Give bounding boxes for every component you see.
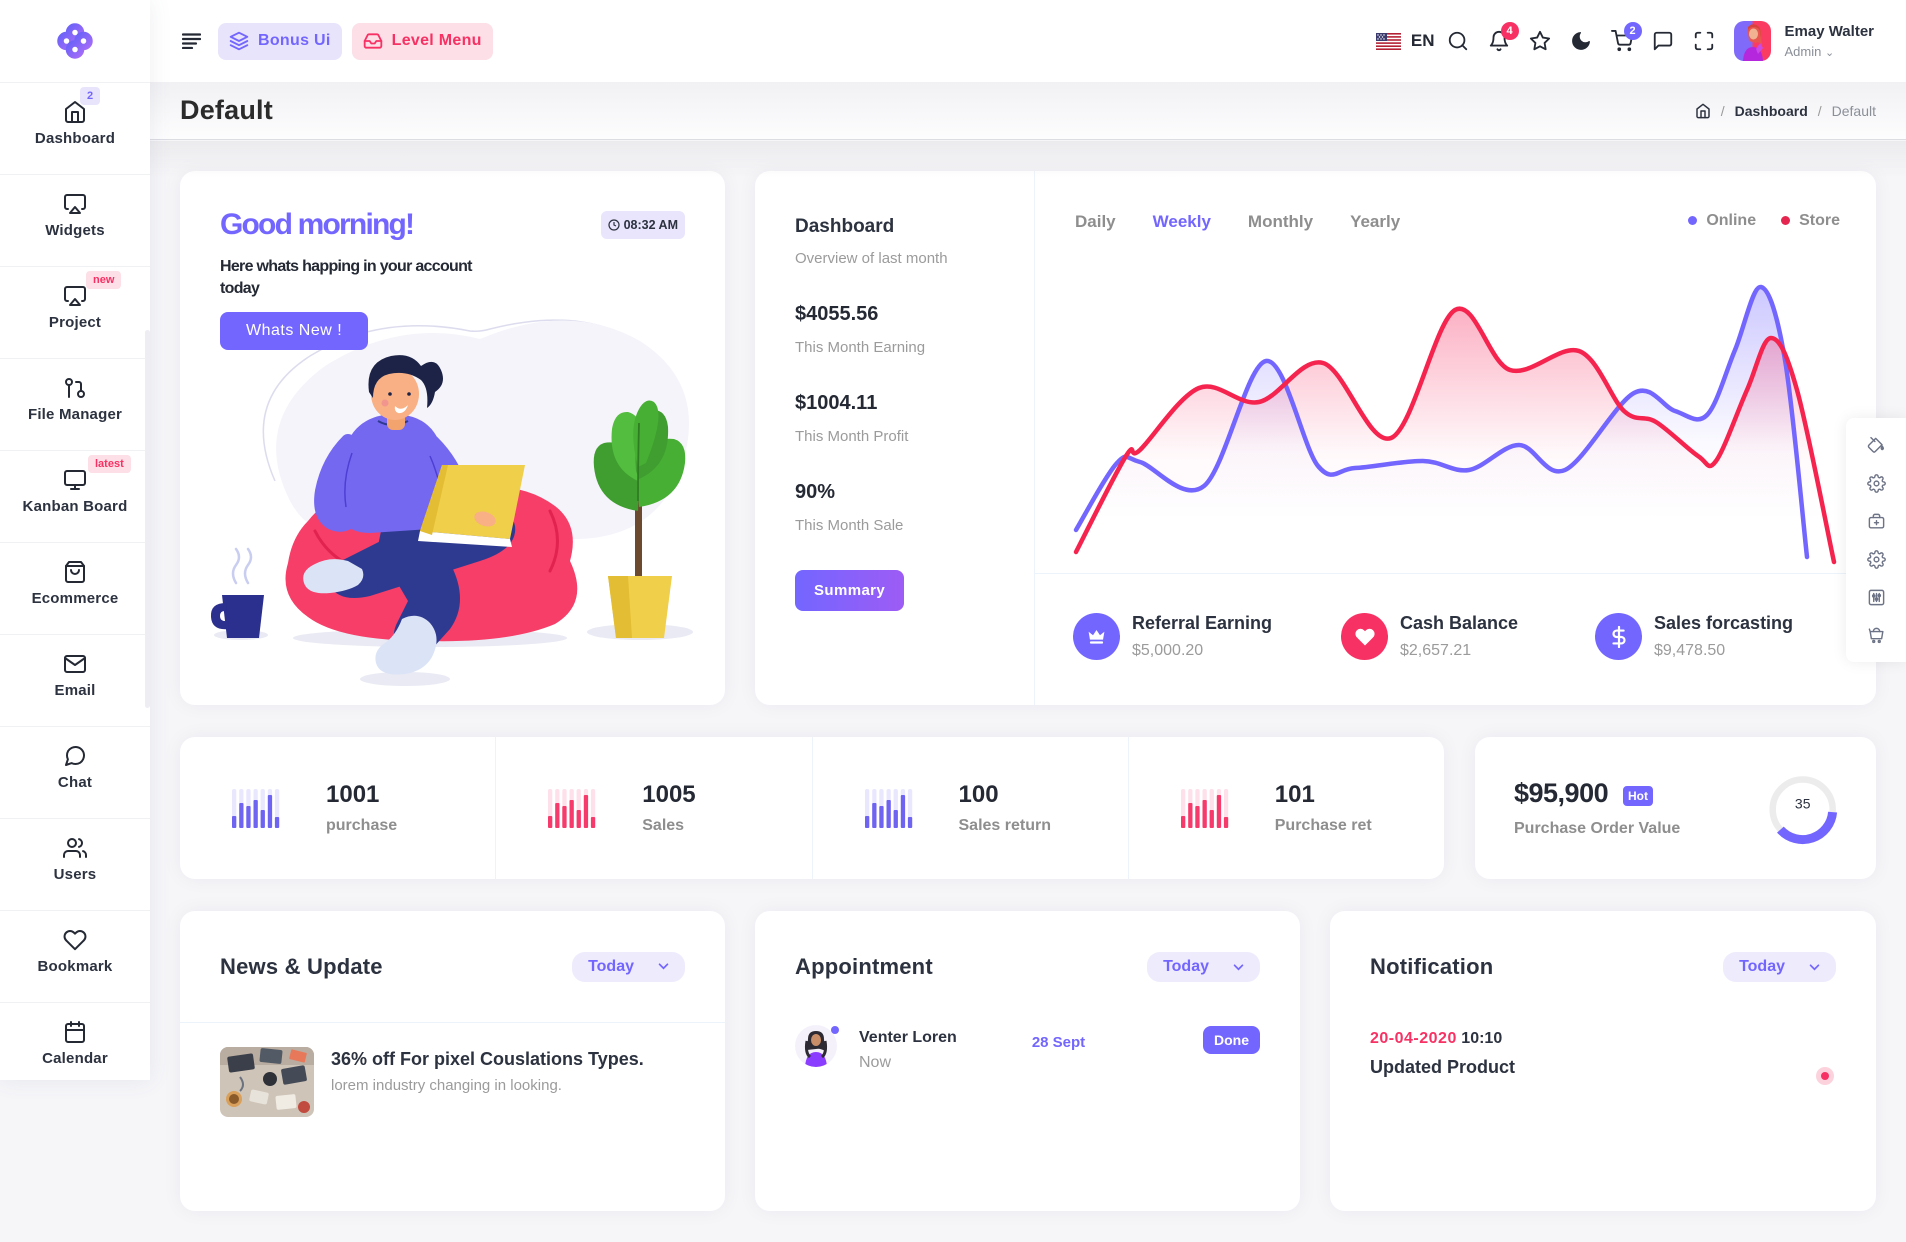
svg-text:35: 35 bbox=[1795, 796, 1811, 812]
